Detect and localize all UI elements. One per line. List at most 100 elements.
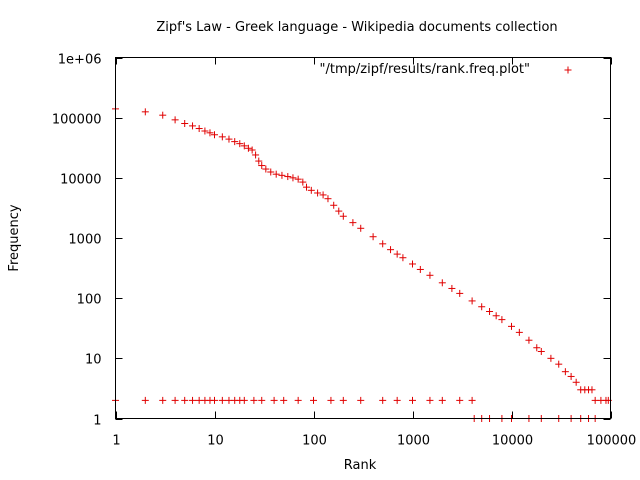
data-point xyxy=(314,189,322,197)
data-point xyxy=(357,224,365,232)
data-point xyxy=(294,175,302,183)
y-axis-label: Frequency xyxy=(7,204,22,271)
x-tick-label: 1 xyxy=(112,434,120,449)
x-tick-label: 100000 xyxy=(587,434,637,449)
data-point xyxy=(211,131,218,139)
data-point xyxy=(555,360,563,368)
data-point xyxy=(159,396,167,404)
data-point xyxy=(327,396,335,404)
data-point xyxy=(189,122,197,130)
data-point xyxy=(567,372,575,380)
x-tick-label: 10 xyxy=(207,434,224,449)
data-point xyxy=(189,396,197,404)
data-point xyxy=(294,396,302,404)
data-point xyxy=(547,354,555,362)
data-point xyxy=(195,125,203,133)
data-point xyxy=(159,111,167,119)
plot-frame xyxy=(115,57,611,419)
data-point xyxy=(468,297,476,305)
data-point xyxy=(262,165,270,173)
data-point xyxy=(349,219,357,227)
data-point xyxy=(284,173,292,181)
x-tick-label: 1000 xyxy=(397,434,430,449)
data-point xyxy=(492,312,500,320)
data-point xyxy=(379,396,387,404)
data-point xyxy=(141,108,149,116)
legend: "/tmp/zipf/results/rank.freq.plot" xyxy=(320,62,572,77)
data-point xyxy=(319,191,327,199)
data-point xyxy=(171,116,179,124)
legend-marker xyxy=(564,66,572,74)
data-point xyxy=(426,396,434,404)
x-axis-ticks: 1 10 100 1000 10000 100000 xyxy=(112,57,637,449)
data-point xyxy=(369,233,377,241)
data-point xyxy=(303,183,311,191)
data-point xyxy=(537,347,545,355)
data-point xyxy=(236,140,244,148)
data-point xyxy=(456,396,464,404)
data-point xyxy=(250,396,258,404)
data-point xyxy=(393,396,401,404)
data-point xyxy=(478,303,486,311)
y-tick-label: 1e+06 xyxy=(58,53,102,68)
data-point xyxy=(244,144,252,152)
data-point xyxy=(307,186,315,194)
data-point xyxy=(426,271,434,279)
legend-label: "/tmp/zipf/results/rank.freq.plot" xyxy=(320,62,530,77)
data-point xyxy=(572,378,580,386)
data-point xyxy=(588,386,596,394)
data-point xyxy=(525,336,533,344)
data-point xyxy=(181,396,189,404)
data-point xyxy=(272,170,280,178)
x-axis-label: Rank xyxy=(344,458,377,473)
data-point xyxy=(387,246,395,254)
data-point xyxy=(258,396,266,404)
data-point xyxy=(231,138,239,146)
data-point xyxy=(201,127,209,135)
data-point xyxy=(240,142,248,150)
series-points xyxy=(112,105,612,422)
x-tick-label: 10000 xyxy=(492,434,533,449)
data-point xyxy=(448,284,456,292)
chart-title: Zipf's Law - Greek language - Wikipedia … xyxy=(156,20,557,35)
y-tick-label: 1000 xyxy=(68,233,101,248)
data-point xyxy=(409,260,416,268)
data-point xyxy=(206,129,214,137)
data-point xyxy=(335,207,343,215)
data-point xyxy=(339,212,347,220)
data-point xyxy=(299,178,307,186)
data-point xyxy=(218,133,226,141)
data-point xyxy=(508,322,515,330)
data-point xyxy=(379,240,387,248)
data-point xyxy=(258,162,266,170)
data-point xyxy=(515,328,523,336)
data-point xyxy=(267,168,275,176)
data-point xyxy=(438,279,446,287)
data-point xyxy=(533,344,541,352)
y-tick-label: 10000 xyxy=(60,173,101,188)
data-point xyxy=(255,157,263,165)
data-point xyxy=(280,396,288,404)
data-point xyxy=(409,396,416,404)
data-point xyxy=(141,396,149,404)
data-point xyxy=(310,396,317,404)
y-axis-ticks: 1 10 100 1000 10000 100000 1e+06 xyxy=(52,53,611,429)
data-point xyxy=(171,396,179,404)
y-tick-label: 10 xyxy=(85,353,102,368)
data-point xyxy=(416,265,424,273)
data-point xyxy=(498,316,506,324)
data-point xyxy=(252,151,260,159)
data-point xyxy=(357,396,365,404)
data-point xyxy=(486,308,494,316)
y-tick-label: 1 xyxy=(93,414,101,429)
data-point xyxy=(393,250,401,258)
data-point xyxy=(289,174,297,182)
data-point xyxy=(211,396,218,404)
y-tick-label: 100000 xyxy=(52,113,102,128)
data-point xyxy=(339,396,347,404)
data-point xyxy=(218,396,226,404)
data-point xyxy=(561,368,569,376)
data-point xyxy=(324,195,332,203)
y-tick-label: 100 xyxy=(77,293,102,308)
